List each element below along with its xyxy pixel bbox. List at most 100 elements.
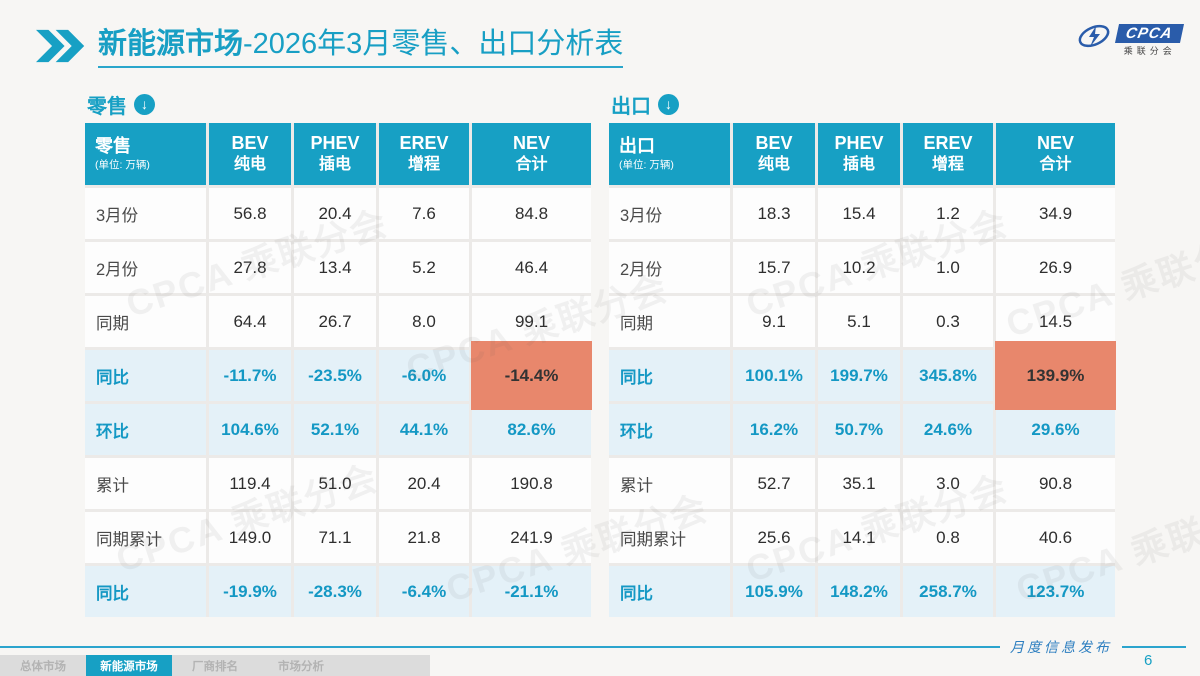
tab-nev-market[interactable]: 新能源市场 bbox=[86, 655, 172, 676]
retail-table-section: 零售 ↓ 零售 (单位: 万辆) BEV 纯电 PHEV 插电 EREV 增程 NEV… bbox=[85, 92, 592, 617]
table-cell: 71.1 bbox=[294, 512, 376, 563]
table-cell: 44.1% bbox=[379, 404, 469, 455]
highlight-marker bbox=[995, 341, 1116, 410]
footer-divider bbox=[0, 646, 1186, 648]
circle-down-arrow-icon: ↓ bbox=[658, 93, 679, 115]
table-cell: 5.1 bbox=[818, 296, 900, 347]
table-cell: 16.2% bbox=[733, 404, 815, 455]
table-cell: 104.6% bbox=[209, 404, 291, 455]
table-cell: 27.8 bbox=[209, 242, 291, 293]
export-table: 出口 (单位: 万辆) BEV 纯电 PHEV 插电 EREV 增程 NEV 合计 3月… bbox=[609, 123, 1116, 617]
header-cell: 出口 (单位: 万辆) bbox=[609, 123, 730, 185]
row-label: 同比 bbox=[85, 566, 206, 617]
table-cell: -6.0% bbox=[379, 350, 469, 401]
table-cell: 46.4 bbox=[472, 242, 591, 293]
header-cell: PHEV 插电 bbox=[818, 123, 900, 185]
double-chevron-icon bbox=[36, 29, 86, 68]
table-cell: 82.6% bbox=[472, 404, 591, 455]
cpca-logo-text: CPCA 乘联分会 bbox=[1115, 24, 1185, 57]
row-label: 2月份 bbox=[85, 242, 206, 293]
table-cell: 119.4 bbox=[209, 458, 291, 509]
table-cell: -23.5% bbox=[294, 350, 376, 401]
title-bar: 新能源市场-2026年3月零售、出口分析表 bbox=[36, 28, 624, 69]
table-cell: 139.9% bbox=[1026, 365, 1085, 385]
row-label: 同比 bbox=[85, 350, 206, 401]
table-cell: 29.6% bbox=[996, 404, 1115, 455]
table-cell: 14.5 bbox=[996, 296, 1115, 347]
page-title-rest: -2026年3月零售、出口分析表 bbox=[243, 28, 624, 60]
table-cell: 0.3 bbox=[903, 296, 993, 347]
export-section-label: 出口 ↓ bbox=[611, 92, 1115, 118]
table-cell: 8.0 bbox=[379, 296, 469, 347]
highlight-marker bbox=[471, 341, 592, 410]
table-cell: 105.9% bbox=[733, 566, 815, 617]
table-cell: 1.0 bbox=[903, 242, 993, 293]
table-cell: 90.8 bbox=[996, 458, 1115, 509]
table-cell: 14.1 bbox=[818, 512, 900, 563]
table-cell: 20.4 bbox=[379, 458, 469, 509]
header-unit: (单位: 万辆) bbox=[619, 158, 674, 171]
table-cell: 84.8 bbox=[472, 188, 591, 239]
table-cell: -6.4% bbox=[379, 566, 469, 617]
table-cell: 51.0 bbox=[294, 458, 376, 509]
table-cell: 34.9 bbox=[996, 188, 1115, 239]
table-cell: 15.7 bbox=[733, 242, 815, 293]
row-label: 同期累计 bbox=[85, 512, 206, 563]
row-label: 同期 bbox=[609, 296, 730, 347]
table-cell: 52.1% bbox=[294, 404, 376, 455]
header-title: 零售 bbox=[95, 136, 131, 157]
table-cell: -28.3% bbox=[294, 566, 376, 617]
cpca-subtitle: 乘联分会 bbox=[1123, 46, 1176, 56]
footer-stamp: 月度信息发布 bbox=[1000, 637, 1122, 657]
table-cell: 50.7% bbox=[818, 404, 900, 455]
table-cell: -14.4% bbox=[504, 365, 559, 385]
table-cell: 5.2 bbox=[379, 242, 469, 293]
table-cell: 241.9 bbox=[472, 512, 591, 563]
row-label: 3月份 bbox=[85, 188, 206, 239]
tables-area: 零售 ↓ 零售 (单位: 万辆) BEV 纯电 PHEV 插电 EREV 增程 NEV… bbox=[85, 92, 1116, 617]
page-title: 新能源市场-2026年3月零售、出口分析表 bbox=[98, 28, 624, 69]
table-cell: 149.0 bbox=[209, 512, 291, 563]
section-title: 出口 bbox=[611, 95, 651, 118]
tab-manufacturer-ranking[interactable]: 厂商排名 bbox=[192, 660, 238, 673]
table-cell: 258.7% bbox=[903, 566, 993, 617]
table-cell: 26.9 bbox=[996, 242, 1115, 293]
table-cell: -11.7% bbox=[209, 350, 291, 401]
table-cell: 21.8 bbox=[379, 512, 469, 563]
header-unit: (单位: 万辆) bbox=[95, 158, 150, 171]
highlight-cell: -14.4% bbox=[471, 341, 592, 410]
row-label: 2月份 bbox=[609, 242, 730, 293]
tab-market-analysis[interactable]: 市场分析 bbox=[278, 660, 324, 673]
header-cell: BEV 纯电 bbox=[209, 123, 291, 185]
page-title-bold: 新能源市场 bbox=[98, 28, 244, 60]
table-cell: 3.0 bbox=[903, 458, 993, 509]
header-cell: EREV 增程 bbox=[379, 123, 469, 185]
table-cell: 56.8 bbox=[209, 188, 291, 239]
header-cell: NEV 合计 bbox=[996, 123, 1115, 185]
tab-overall-market[interactable]: 总体市场 bbox=[20, 660, 66, 673]
table-cell: 99.1 bbox=[472, 296, 591, 347]
circle-down-arrow-icon: ↓ bbox=[134, 93, 155, 115]
header-cell: PHEV 插电 bbox=[294, 123, 376, 185]
export-table-section: 出口 ↓ 出口 (单位: 万辆) BEV 纯电 PHEV 插电 EREV 增程 NEV… bbox=[609, 92, 1116, 617]
row-label: 同期 bbox=[85, 296, 206, 347]
row-label: 同期累计 bbox=[609, 512, 730, 563]
bottom-tab-bar: 总体市场 新能源市场 厂商排名 市场分析 bbox=[0, 655, 430, 676]
table-cell: 52.7 bbox=[733, 458, 815, 509]
table-cell: 64.4 bbox=[209, 296, 291, 347]
section-title: 零售 bbox=[87, 95, 127, 118]
table-cell: 148.2% bbox=[818, 566, 900, 617]
table-cell: 24.6% bbox=[903, 404, 993, 455]
cpca-logo: CPCA 乘联分会 bbox=[1076, 22, 1185, 59]
table-cell: 9.1 bbox=[733, 296, 815, 347]
table-cell: 10.2 bbox=[818, 242, 900, 293]
row-label: 环比 bbox=[85, 404, 206, 455]
header-cell: NEV 合计 bbox=[472, 123, 591, 185]
cpca-wordmark: CPCA bbox=[1115, 24, 1185, 43]
row-label: 环比 bbox=[609, 404, 730, 455]
table-cell: 25.6 bbox=[733, 512, 815, 563]
table-cell: 35.1 bbox=[818, 458, 900, 509]
table-cell: 100.1% bbox=[733, 350, 815, 401]
row-label: 累计 bbox=[85, 458, 206, 509]
